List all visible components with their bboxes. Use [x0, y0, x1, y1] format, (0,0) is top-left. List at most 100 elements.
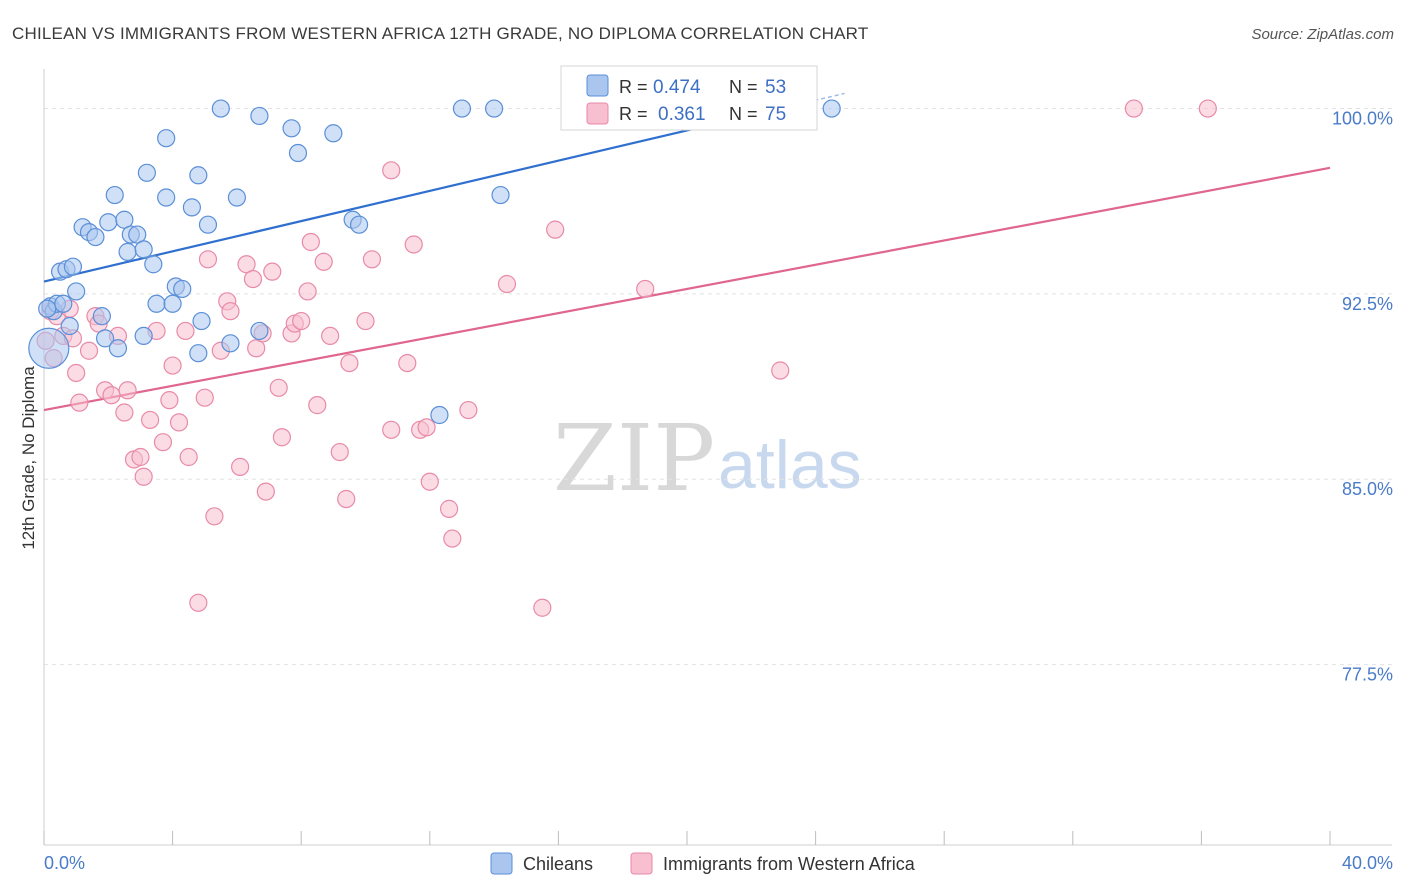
chileans-trend-line	[43, 107, 781, 283]
immigrants-point	[301, 232, 320, 252]
immigrants-point	[195, 388, 214, 407]
chileans-point	[430, 405, 449, 425]
grid-layer	[44, 108, 1392, 666]
legend-top-r-value-1: 0.361	[658, 104, 706, 125]
chileans-point	[282, 119, 301, 138]
legend-bottom-label-chileans: Chileans	[523, 854, 593, 874]
immigrants-point	[362, 250, 382, 269]
chileans-point	[198, 215, 218, 234]
chileans-point	[157, 188, 176, 207]
chileans-point	[86, 227, 105, 247]
legend-top-n-label-0: N =	[729, 77, 758, 97]
y-tick-label: 100.0%	[1332, 109, 1393, 129]
chileans-point	[189, 166, 208, 185]
immigrants-point	[292, 311, 311, 331]
chart-title: CHILEAN VS IMMIGRANTS FROM WESTERN AFRIC…	[12, 24, 868, 43]
legend-top-swatch-immigrants	[586, 102, 609, 125]
immigrants-point	[272, 428, 292, 447]
chileans-point	[92, 307, 111, 326]
immigrants-point	[308, 396, 327, 415]
chileans-point	[137, 163, 156, 182]
legend-top-r-label-0: R =	[619, 77, 648, 97]
watermark-atlas: atlas	[718, 427, 862, 503]
immigrants-point	[256, 482, 275, 501]
legend-bottom-swatch-chileans	[490, 852, 513, 875]
immigrants-point	[439, 499, 459, 518]
watermark: ZIP atlas	[553, 405, 862, 512]
immigrants-point	[356, 311, 375, 331]
immigrants-point	[1124, 99, 1143, 118]
axis-layer: 77.5% 85.0% 92.5% 100.0% 0.0% 40.0%	[43, 69, 1393, 873]
chileans-point	[250, 106, 269, 126]
immigrants-point	[179, 447, 198, 467]
chileans-point	[108, 339, 128, 358]
legend-top-n-value-0: 53	[765, 77, 786, 98]
legend-top-r-label-1: R =	[619, 104, 648, 124]
chileans-point	[134, 326, 153, 346]
watermark-zip: ZIP	[553, 405, 715, 512]
immigrants-point	[420, 472, 439, 491]
chileans-point	[157, 129, 176, 148]
immigrants-point	[115, 403, 134, 422]
x-tick-label: 40.0%	[1342, 853, 1393, 873]
legend-top-n-value-1: 75	[765, 104, 786, 125]
immigrants-point	[131, 447, 150, 467]
immigrants-point	[231, 457, 250, 476]
chileans-point	[822, 99, 841, 118]
y-tick-label: 77.5%	[1342, 665, 1393, 685]
immigrants-point	[533, 598, 552, 617]
immigrants-point	[102, 386, 121, 405]
chileans-point	[118, 242, 137, 261]
immigrants-point	[169, 413, 189, 432]
chart-source: Source: ZipAtlas.com	[1251, 26, 1394, 43]
chileans-point	[189, 344, 208, 363]
immigrants-point	[298, 282, 317, 301]
chileans-point	[227, 188, 246, 207]
legend-top-r-value-0: 0.474	[653, 77, 701, 98]
chileans-point	[38, 299, 57, 318]
chileans-point	[95, 329, 115, 348]
immigrants-point	[205, 507, 224, 526]
immigrants-point	[417, 418, 436, 437]
y-tick-label: 85.0%	[1342, 479, 1393, 499]
chileans-point	[173, 279, 192, 299]
immigrants-point	[198, 250, 218, 269]
immigrants-point	[79, 341, 99, 360]
legend-top-swatch-chileans	[586, 74, 609, 97]
x-tick-label: 0.0%	[44, 853, 85, 873]
immigrants-point	[153, 433, 173, 452]
immigrants-point	[459, 400, 478, 420]
immigrants-point	[636, 279, 655, 299]
immigrants-point	[443, 529, 462, 548]
immigrants-point	[118, 381, 137, 400]
chileans-point	[163, 294, 182, 313]
immigrants-point	[263, 262, 282, 281]
immigrants-point	[1198, 99, 1217, 118]
chileans-point	[485, 99, 504, 118]
chileans-point	[67, 282, 86, 301]
immigrants-point	[321, 326, 340, 346]
immigrants-point	[163, 356, 182, 375]
chileans-point	[182, 198, 201, 217]
chileans-point	[28, 327, 70, 369]
trend-layer	[43, 92, 1331, 412]
immigrants-point	[330, 442, 349, 462]
immigrants-point	[314, 252, 333, 271]
chileans-point	[349, 215, 369, 234]
chileans-point	[60, 316, 79, 336]
immigrants-point	[67, 363, 86, 383]
immigrants-point	[404, 235, 423, 254]
immigrants-point	[70, 393, 89, 412]
chileans-point	[491, 185, 510, 205]
legend-top: R = 0.474 N = 53 R = 0.361 N = 75	[560, 65, 818, 131]
chileans-point	[63, 257, 83, 276]
chileans-point	[452, 99, 472, 118]
chileans-point	[250, 321, 269, 341]
immigrants-point	[221, 302, 240, 321]
chileans-point	[144, 255, 163, 274]
immigrants-point	[771, 361, 790, 380]
chileans-point	[105, 185, 124, 205]
chileans-point	[211, 99, 230, 118]
